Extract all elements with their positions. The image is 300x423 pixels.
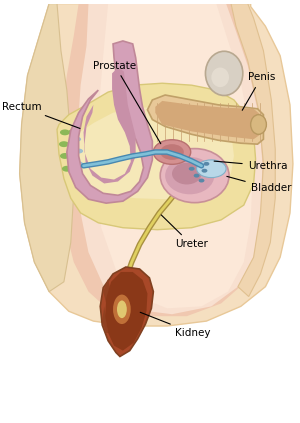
Ellipse shape	[74, 173, 83, 178]
Polygon shape	[59, 3, 267, 316]
Text: Bladder: Bladder	[227, 176, 291, 193]
Ellipse shape	[72, 137, 81, 142]
Polygon shape	[96, 3, 253, 308]
Polygon shape	[77, 3, 262, 314]
Text: Ureter: Ureter	[161, 215, 208, 250]
Text: Kidney: Kidney	[140, 312, 211, 338]
Ellipse shape	[60, 153, 70, 159]
Polygon shape	[155, 101, 260, 139]
Ellipse shape	[67, 141, 77, 147]
Ellipse shape	[74, 161, 83, 166]
Ellipse shape	[59, 141, 69, 147]
Ellipse shape	[165, 157, 214, 194]
Polygon shape	[105, 272, 148, 351]
Ellipse shape	[70, 166, 80, 172]
Polygon shape	[148, 95, 263, 144]
Polygon shape	[20, 3, 293, 326]
Ellipse shape	[68, 153, 78, 159]
Ellipse shape	[60, 129, 70, 135]
Text: Urethra: Urethra	[214, 161, 287, 171]
Ellipse shape	[160, 148, 229, 203]
Ellipse shape	[160, 144, 184, 160]
Polygon shape	[67, 41, 152, 203]
Polygon shape	[102, 306, 108, 333]
Ellipse shape	[117, 300, 127, 318]
Ellipse shape	[153, 140, 191, 164]
Ellipse shape	[172, 163, 202, 184]
Ellipse shape	[251, 115, 266, 135]
Polygon shape	[84, 68, 136, 184]
Ellipse shape	[62, 166, 72, 172]
Polygon shape	[231, 3, 275, 297]
Ellipse shape	[74, 148, 83, 154]
Text: Prostate: Prostate	[93, 60, 161, 144]
Ellipse shape	[203, 162, 209, 166]
Ellipse shape	[196, 160, 226, 178]
Polygon shape	[103, 279, 113, 303]
Text: Rectum: Rectum	[2, 102, 80, 129]
Polygon shape	[71, 107, 234, 199]
Ellipse shape	[202, 169, 207, 173]
Ellipse shape	[194, 174, 200, 178]
Ellipse shape	[206, 51, 243, 96]
Ellipse shape	[68, 129, 78, 135]
Polygon shape	[100, 267, 153, 357]
Polygon shape	[20, 3, 74, 291]
Polygon shape	[57, 83, 256, 230]
Ellipse shape	[113, 294, 131, 324]
Text: Penis: Penis	[242, 72, 275, 110]
Ellipse shape	[189, 167, 195, 171]
Ellipse shape	[199, 179, 205, 182]
Ellipse shape	[211, 68, 229, 87]
